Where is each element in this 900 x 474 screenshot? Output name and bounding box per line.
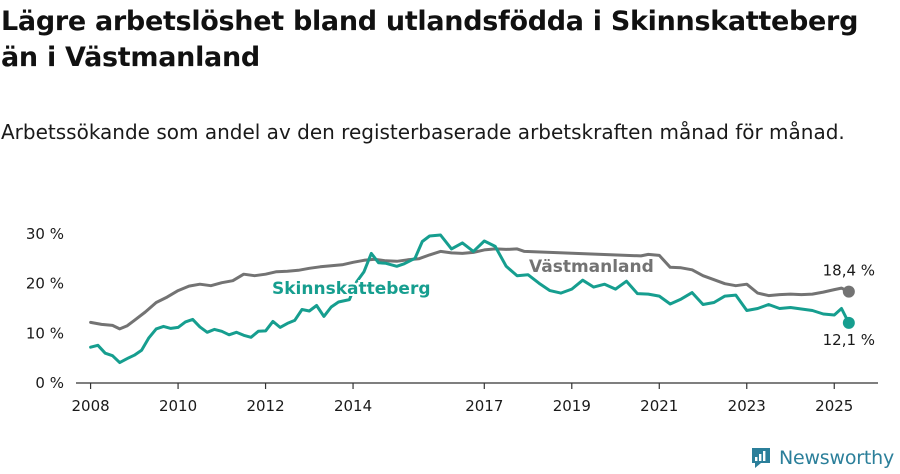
y-axis-labels: 0 % 10 % 20 % 30 % bbox=[26, 225, 64, 392]
newsworthy-logo-icon bbox=[751, 448, 770, 468]
y-tick-label: 0 % bbox=[35, 374, 64, 392]
series-end-value-v-stmanland: 18,4 % bbox=[823, 262, 875, 280]
series-end-point-skinnskatteberg bbox=[842, 316, 855, 329]
series-name-label-skinnskatteberg: Skinnskatteberg bbox=[272, 279, 431, 299]
chart-title: Lägre arbetslöshet bland utlandsfödda i … bbox=[1, 6, 859, 73]
series-lines bbox=[89, 233, 855, 365]
x-tick-label: 2023 bbox=[728, 397, 766, 415]
x-tick-label: 2019 bbox=[553, 397, 591, 415]
newsworthy-brand[interactable]: Newsworthy bbox=[750, 443, 894, 473]
series-end-point-v-stmanland bbox=[842, 285, 855, 298]
y-tick-label: 20 % bbox=[26, 275, 64, 293]
x-tick-label: 2012 bbox=[246, 397, 284, 415]
series-end-value-skinnskatteberg: 12,1 % bbox=[823, 331, 875, 349]
x-tick-label: 2014 bbox=[334, 397, 372, 415]
chart-subtitle: Arbetssökande som andel av den registerb… bbox=[1, 120, 845, 144]
x-tick-label: 2021 bbox=[640, 397, 678, 415]
x-tick-label: 2025 bbox=[815, 397, 853, 415]
y-tick-label: 30 % bbox=[26, 225, 64, 243]
x-axis: 2008 2010 2012 2014 2017 2019 2021 2023 2025 bbox=[71, 382, 878, 415]
series-line-v-stmanland bbox=[89, 247, 851, 331]
series-labels: Västmanland 18,4 % Skinnskatteberg 12,1 % bbox=[270, 255, 877, 351]
brand-name: Newsworthy bbox=[778, 447, 894, 469]
y-tick-label: 10 % bbox=[26, 324, 64, 342]
series-line-skinnskatteberg bbox=[89, 233, 851, 365]
x-tick-label: 2008 bbox=[71, 397, 109, 415]
x-tick-label: 2017 bbox=[465, 397, 503, 415]
x-tick-label: 2010 bbox=[159, 397, 197, 415]
series-name-label-v-stmanland: Västmanland bbox=[529, 257, 654, 277]
